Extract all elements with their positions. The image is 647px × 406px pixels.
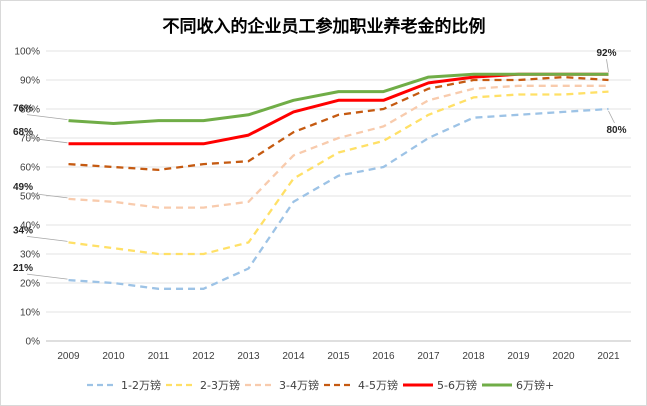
leader-line: [26, 236, 68, 242]
data-label: 34%: [13, 225, 33, 236]
leader-line: [608, 110, 615, 124]
chart-title: 不同收入的企业员工参加职业养老金的比例: [163, 16, 486, 37]
x-tick-label: 2021: [597, 351, 620, 362]
legend-label: 4-5万镑: [358, 378, 398, 392]
legend: 1-2万镑 2-3万镑 3-4万镑 4-5万镑 5-6万镑 6万镑+: [87, 378, 554, 392]
y-tick-label: 0%: [26, 337, 41, 348]
x-tick-label: 2018: [462, 351, 485, 362]
leader-line: [606, 59, 609, 73]
legend-label: 5-6万镑: [437, 378, 477, 392]
series-line-2: [68, 90, 609, 256]
data-label: 80%: [606, 125, 626, 136]
x-tick-label: 2016: [372, 351, 395, 362]
series-line-3: [68, 84, 609, 209]
y-tick-label: 100%: [14, 47, 40, 58]
leader-line: [26, 192, 68, 199]
annotation-leaders: [26, 59, 615, 280]
leader-line: [26, 273, 68, 280]
leader-line: [26, 137, 68, 144]
data-label: 49%: [13, 182, 33, 193]
x-tick-label: 2009: [57, 351, 80, 362]
y-tick-label: 30%: [20, 250, 40, 261]
x-tick-label: 2010: [102, 351, 125, 362]
leader-line: [26, 114, 68, 120]
y-tick-label: 60%: [20, 163, 40, 174]
data-label: 21%: [13, 263, 33, 274]
x-tick-label: 2012: [192, 351, 215, 362]
legend-label: 6万镑+: [516, 378, 554, 392]
legend-label: 3-4万镑: [279, 378, 319, 392]
data-label: 76%: [13, 104, 33, 115]
x-tick-label: 2013: [237, 351, 260, 362]
y-axis-ticks: 0% 10% 20% 30% 40% 50% 60% 70% 80% 90% 100%: [14, 47, 40, 348]
x-tick-label: 2020: [552, 351, 575, 362]
data-label: 68%: [13, 127, 33, 138]
y-tick-label: 20%: [20, 279, 40, 290]
y-tick-label: 80%: [20, 105, 40, 116]
y-tick-label: 10%: [20, 308, 40, 319]
series-line-6: [68, 72, 609, 125]
y-tick-label: 50%: [20, 192, 40, 203]
x-tick-label: 2014: [282, 351, 305, 362]
legend-label: 1-2万镑: [121, 378, 161, 392]
series-line-4: [68, 75, 609, 172]
y-tick-label: 70%: [20, 134, 40, 145]
x-tick-label: 2011: [148, 351, 170, 362]
series-line-1: [68, 107, 609, 290]
y-tick-label: 40%: [20, 221, 40, 232]
series-lines: [68, 72, 609, 290]
data-labels: 21% 34% 49% 68% 76% 92% 80%: [13, 48, 627, 274]
x-axis-ticks: 2009 2010 2011 2012 2013 2014 2015 2016 2017 2018…: [57, 351, 620, 362]
data-label: 92%: [596, 48, 616, 59]
x-tick-label: 2019: [507, 351, 530, 362]
legend-label: 2-3万镑: [200, 378, 240, 392]
x-tick-label: 2015: [327, 351, 350, 362]
y-tick-label: 90%: [20, 76, 40, 87]
x-tick-label: 2017: [417, 351, 440, 362]
